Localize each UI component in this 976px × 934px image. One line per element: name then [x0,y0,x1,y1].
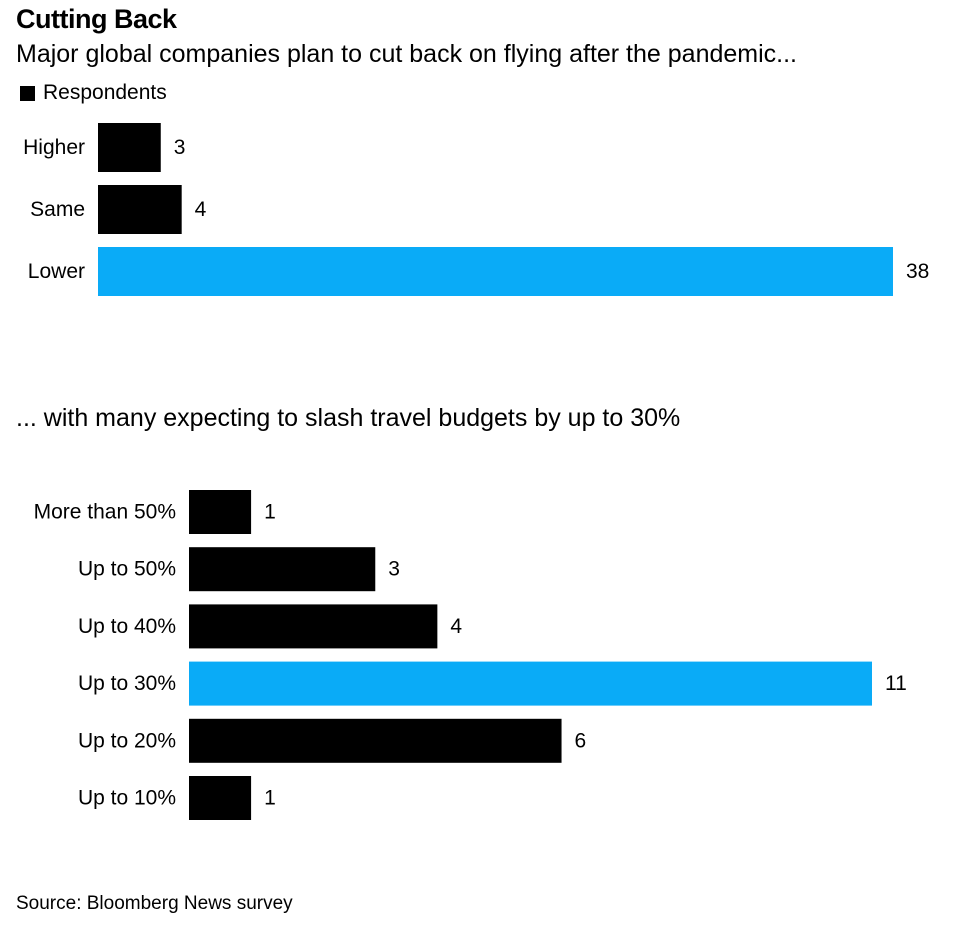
category-label-up-to-10pct: Up to 10% [78,787,176,810]
bar-same [98,185,182,234]
value-label-up-to-10pct: 1 [264,787,276,810]
category-label-same: Same [30,198,85,221]
value-label-higher: 3 [174,136,186,159]
category-label-up-to-40pct: Up to 40% [78,615,176,638]
category-label-up-to-20pct: Up to 20% [78,729,176,752]
legend-swatch [20,85,35,101]
category-label-lower: Lower [28,260,85,283]
bar-up-to-20pct [189,718,562,763]
budget-subtitle: ... with many expecting to slash travel … [16,404,681,432]
bar-higher [98,123,161,172]
value-label-same: 4 [195,198,207,221]
bar-more-than-50pct [189,490,252,534]
chart-subtitle: Major global companies plan to cut back … [16,40,797,68]
value-label-up-to-50pct: 3 [388,558,400,581]
outlook-bar-chart: Higher 3 Same 4 Lower 38 [23,123,929,296]
bar-up-to-50pct [189,547,376,592]
chart-title: Cutting Back [16,4,177,34]
value-label-lower: 38 [906,260,929,283]
category-label-more-than-50pct: More than 50% [34,501,176,524]
legend: Respondents [20,81,167,105]
category-label-higher: Higher [23,136,85,159]
bar-lower [98,247,893,296]
budget-bar-chart: More than 50% 1 Up to 50% 3 Up to 40% 4 Up to … [34,490,907,820]
value-label-more-than-50pct: 1 [264,501,276,524]
value-label-up-to-30pct: 11 [885,672,907,695]
bar-up-to-30pct [189,661,872,706]
legend-label: Respondents [43,81,167,104]
value-label-up-to-40pct: 4 [450,615,462,638]
category-label-up-to-30pct: Up to 30% [78,672,176,695]
value-label-up-to-20pct: 6 [575,729,587,752]
bar-up-to-10pct [189,776,252,820]
bar-up-to-40pct [189,604,438,649]
source-note: Source: Bloomberg News survey [16,893,293,914]
category-label-up-to-50pct: Up to 50% [78,558,176,581]
